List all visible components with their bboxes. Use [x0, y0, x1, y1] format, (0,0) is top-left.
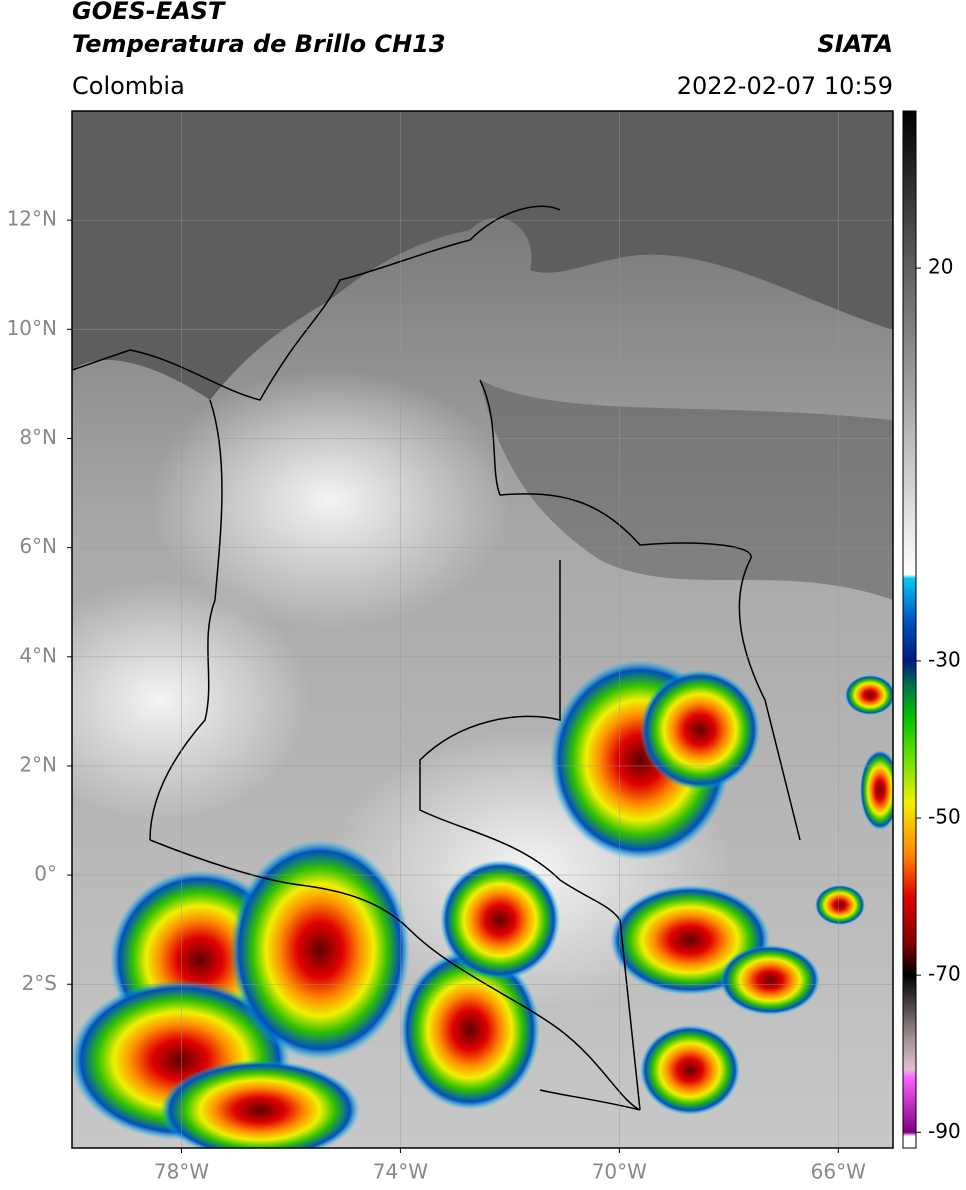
- x-tick-label: 74°W: [373, 1160, 428, 1184]
- y-tick-label: 8°N: [19, 425, 57, 449]
- y-tick-label: 2°N: [19, 752, 57, 776]
- colorbar-label: -70: [928, 962, 961, 986]
- borders: [72, 205, 801, 1111]
- y-tick-label: 2°S: [22, 971, 57, 995]
- imagery: [72, 111, 893, 1148]
- colorbar: [902, 110, 917, 1149]
- sea: [72, 111, 893, 400]
- y-tick-label: 12°N: [7, 207, 57, 231]
- colorbar-label: 20: [928, 255, 953, 279]
- colorbar-label: -30: [928, 647, 961, 671]
- colorbar-label: -50: [928, 805, 961, 829]
- source: SIATA: [817, 30, 893, 58]
- title-line2: Temperatura de Brillo CH13: [72, 30, 446, 58]
- x-tick-label: 70°W: [592, 1160, 647, 1184]
- dry-area: [480, 380, 893, 600]
- region: Colombia: [72, 72, 185, 100]
- x-tick-label: 78°W: [154, 1160, 209, 1184]
- y-tick-label: 0°: [34, 862, 57, 886]
- x-tick-label: 66°W: [811, 1160, 866, 1184]
- map-frame: [71, 110, 894, 1149]
- timestamp: 2022-02-07 10:59: [677, 72, 893, 100]
- y-tick-label: 6°N: [19, 534, 57, 558]
- y-tick-label: 10°N: [7, 316, 57, 340]
- y-tick-label: 4°N: [19, 643, 57, 667]
- title-line1: GOES-EAST: [72, 0, 226, 25]
- colorbar-label: -90: [928, 1119, 961, 1143]
